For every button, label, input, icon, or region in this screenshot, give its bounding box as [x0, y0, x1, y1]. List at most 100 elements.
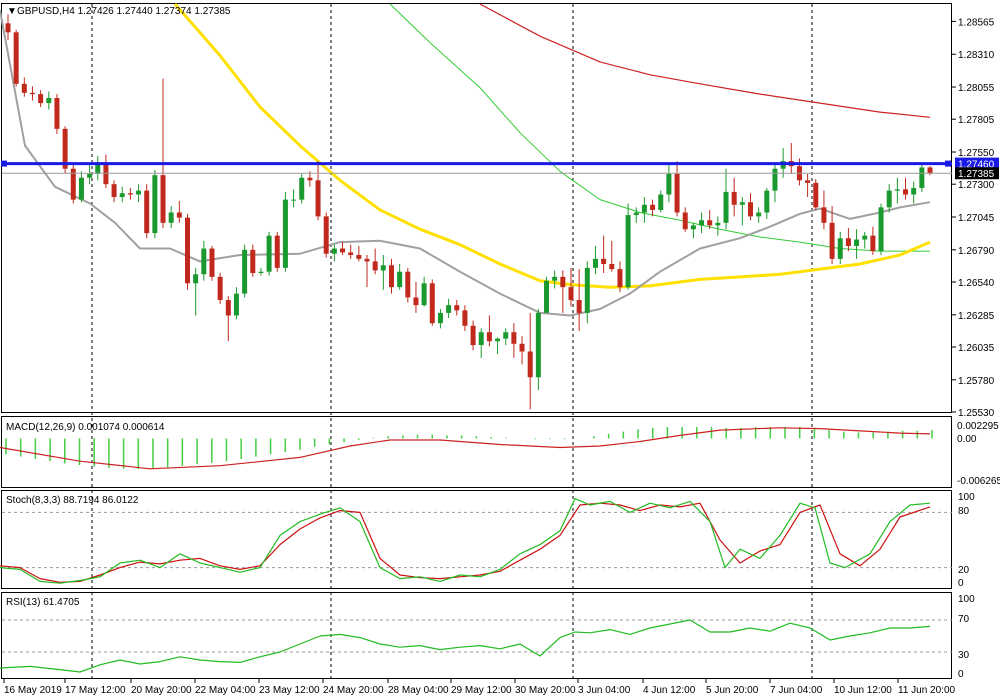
- main-panel-header: GBPUSD,H4 1.27426 1.27440 1.27374 1.2738…: [17, 6, 231, 17]
- macd-header: MACD(12,26,9) 0.001074 0.000614: [6, 422, 165, 433]
- candle-body: [592, 258, 598, 268]
- time-label: 16 May 2019: [4, 685, 62, 696]
- candle-body: [715, 222, 721, 226]
- candle-body: [519, 343, 525, 352]
- time-label: 11 Jun 20:00: [898, 685, 956, 696]
- candle-body: [201, 248, 207, 275]
- candle-body: [927, 167, 933, 174]
- stoch-main-path: [0, 498, 931, 584]
- candle-body: [405, 271, 411, 298]
- price-axis: 1.28565 1.28310 1.28055 1.27805 1.27550 1.273…: [952, 17, 995, 419]
- candle-body: [136, 190, 142, 195]
- rsi-panel-frame: [1, 592, 952, 679]
- candle-body: [486, 332, 492, 342]
- time-label: 10 Jun 12:00: [834, 685, 892, 696]
- current-price-label: 1.27385: [958, 169, 995, 180]
- candle-body: [13, 32, 19, 84]
- time-label: 24 May 20:00: [323, 685, 384, 696]
- candle-body: [707, 220, 713, 226]
- stoch-header: Stoch(8,3,3) 88.7194 86.0122: [6, 495, 139, 506]
- candle-body: [633, 212, 639, 216]
- chart-menu-arrow[interactable]: ▼: [7, 6, 17, 17]
- candle-body: [87, 173, 93, 178]
- candle-body: [274, 235, 280, 268]
- candle-body: [609, 263, 615, 270]
- candle-body: [21, 83, 27, 93]
- candle-body: [46, 97, 52, 104]
- time-label: 17 May 12:00: [65, 685, 126, 696]
- rsi-header: RSI(13) 61.4705: [6, 597, 80, 608]
- candle-body: [397, 271, 403, 288]
- candle-body: [511, 332, 517, 344]
- price-level-label: 1.28565: [958, 17, 995, 28]
- rsi-line: [0, 619, 931, 673]
- candle-body: [209, 248, 215, 277]
- candle-body: [886, 190, 892, 208]
- candle-body: [617, 269, 623, 288]
- candle-body: [185, 217, 191, 284]
- macd-level-zero: 0.00: [957, 434, 977, 445]
- rsi-level-lines: [2, 619, 952, 653]
- candle-body: [658, 194, 664, 210]
- candle-body: [413, 297, 419, 306]
- time-label: 30 May 20:00: [515, 685, 576, 696]
- macd-level-bottom: -0.006265: [957, 476, 1000, 487]
- resistance-handle-right[interactable]: [945, 160, 951, 167]
- price-level-label: 1.27300: [958, 180, 995, 191]
- candle-body: [429, 283, 435, 324]
- candle-body: [845, 238, 851, 246]
- rsi-path: [0, 619, 931, 673]
- candle-body: [756, 212, 762, 217]
- candle-body: [168, 212, 174, 223]
- candle-body: [568, 287, 574, 301]
- candle-body: [911, 188, 917, 195]
- candle-body: [54, 97, 60, 129]
- stoch-level-20: 20: [958, 565, 970, 576]
- candle-body: [193, 274, 199, 284]
- candle-body: [723, 191, 729, 223]
- candle-body: [772, 168, 778, 191]
- candle-body: [699, 220, 705, 226]
- candle-body: [127, 193, 133, 195]
- time-label: 23 May 12:00: [259, 685, 320, 696]
- candle-body: [323, 216, 329, 254]
- candle-body: [584, 267, 590, 313]
- price-level-label: 1.26790: [958, 246, 995, 257]
- candle-body: [78, 177, 84, 200]
- candle-body: [837, 238, 843, 259]
- price-level-label: 1.26035: [958, 343, 995, 354]
- time-label: 5 Jun 20:00: [706, 685, 759, 696]
- price-level-label: 1.26540: [958, 278, 995, 289]
- candle-body: [119, 193, 125, 198]
- candle-body: [470, 325, 476, 346]
- stoch-level-0: 0: [958, 578, 964, 589]
- time-label: 4 Jun 12:00: [643, 685, 696, 696]
- macd-panel-frame: [1, 416, 952, 488]
- candle-body: [739, 202, 745, 205]
- macd-histogram: [5, 427, 933, 469]
- ma-gray-line: [0, 10, 931, 317]
- candle-body: [462, 310, 468, 326]
- candle-body: [731, 191, 737, 205]
- price-level-label: 1.28310: [958, 50, 995, 61]
- time-label: 29 May 12:00: [451, 685, 512, 696]
- candle-body: [919, 167, 925, 189]
- candle-body: [552, 276, 558, 281]
- candle-body: [38, 94, 44, 104]
- candle-body: [160, 175, 166, 223]
- resistance-handle-left[interactable]: [1, 160, 7, 167]
- candle-body: [454, 305, 460, 311]
- candle-body: [266, 235, 272, 272]
- candle-body: [478, 332, 484, 346]
- candle-body: [380, 265, 386, 271]
- stoch-lines: [0, 498, 931, 584]
- rsi-level-100: 100: [958, 594, 975, 605]
- candle-body: [111, 184, 117, 198]
- candle-body: [348, 252, 354, 255]
- stoch-panel-frame: [1, 490, 952, 589]
- candle-body: [29, 92, 35, 95]
- macd-signal-path: [0, 427, 931, 470]
- candle-body: [674, 173, 680, 213]
- rsi-level-0: 0: [958, 669, 964, 680]
